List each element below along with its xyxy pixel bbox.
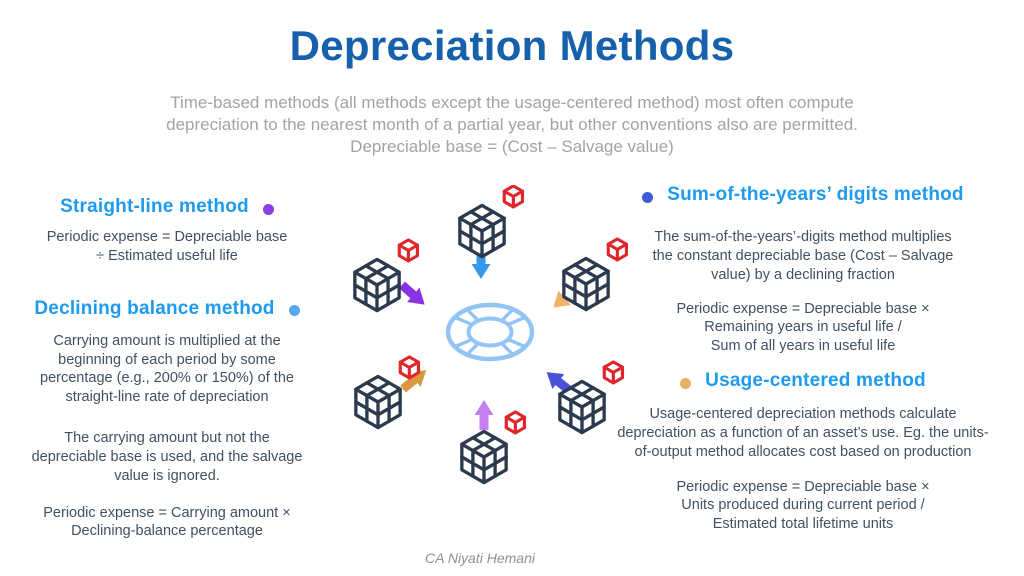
arrow-bottom-icon xyxy=(474,400,494,430)
life-preserver-icon xyxy=(445,302,535,362)
usage-centered-heading-label: Usage-centered method xyxy=(705,370,926,392)
cube-cluster-bottom xyxy=(459,410,527,485)
declining-balance-description: Carrying amount is multiplied at the beg… xyxy=(40,332,294,406)
right-column: Sum-of-the-years’ digits method The sum-… xyxy=(592,184,1014,534)
usage-centered-formula: Periodic expense = Depreciable base × Un… xyxy=(676,478,930,533)
royal-blue-bullet-icon xyxy=(642,191,654,203)
straight-line-heading-label: Straight-line method xyxy=(60,196,249,217)
page-title: Depreciation Methods xyxy=(289,22,735,69)
method-heading-straight-line: Straight-line method xyxy=(14,196,320,218)
straight-line-formula: Periodic expense = Depreciable base ÷ Es… xyxy=(46,229,288,264)
sum-of-years-digits-formula: Periodic expense = Depreciable base × Re… xyxy=(676,300,930,355)
cube-cluster-upper-right xyxy=(561,237,629,312)
method-heading-sum-of-years-digits: Sum-of-the-years’ digits method xyxy=(592,184,1014,206)
arrow-upper-left-icon xyxy=(395,277,431,312)
left-column: Straight-line method Periodic expense = … xyxy=(14,196,320,541)
tan-bullet-icon xyxy=(680,377,692,389)
cube-cluster-lower-right xyxy=(557,360,625,435)
declining-balance-heading-label: Declining balance method xyxy=(34,297,275,319)
cube-cluster-top xyxy=(457,185,525,259)
purple-bullet-icon xyxy=(262,203,274,215)
cube-cluster-lower-left xyxy=(353,355,421,430)
subtitle: Time-based methods (all methods except t… xyxy=(166,93,858,157)
sum-of-years-digits-description: The sum-of-the-years’-digits method mult… xyxy=(652,229,954,283)
light-blue-bullet-icon xyxy=(288,305,300,317)
usage-centered-description: Usage-centered depreciation methods calc… xyxy=(617,406,989,460)
depreciation-hub-diagram xyxy=(352,185,629,485)
sum-of-years-digits-heading-label: Sum-of-the-years’ digits method xyxy=(667,184,964,205)
footer-credit: CA Niyati Hemani xyxy=(425,550,535,566)
declining-balance-formula: Periodic expense = Carrying amount × Dec… xyxy=(43,504,291,540)
method-heading-usage-centered: Usage-centered method xyxy=(592,370,1014,392)
cube-cluster-upper-left xyxy=(352,238,420,313)
method-heading-declining-balance: Declining balance method xyxy=(14,298,320,320)
declining-balance-note: The carrying amount but not the deprecia… xyxy=(31,430,303,484)
